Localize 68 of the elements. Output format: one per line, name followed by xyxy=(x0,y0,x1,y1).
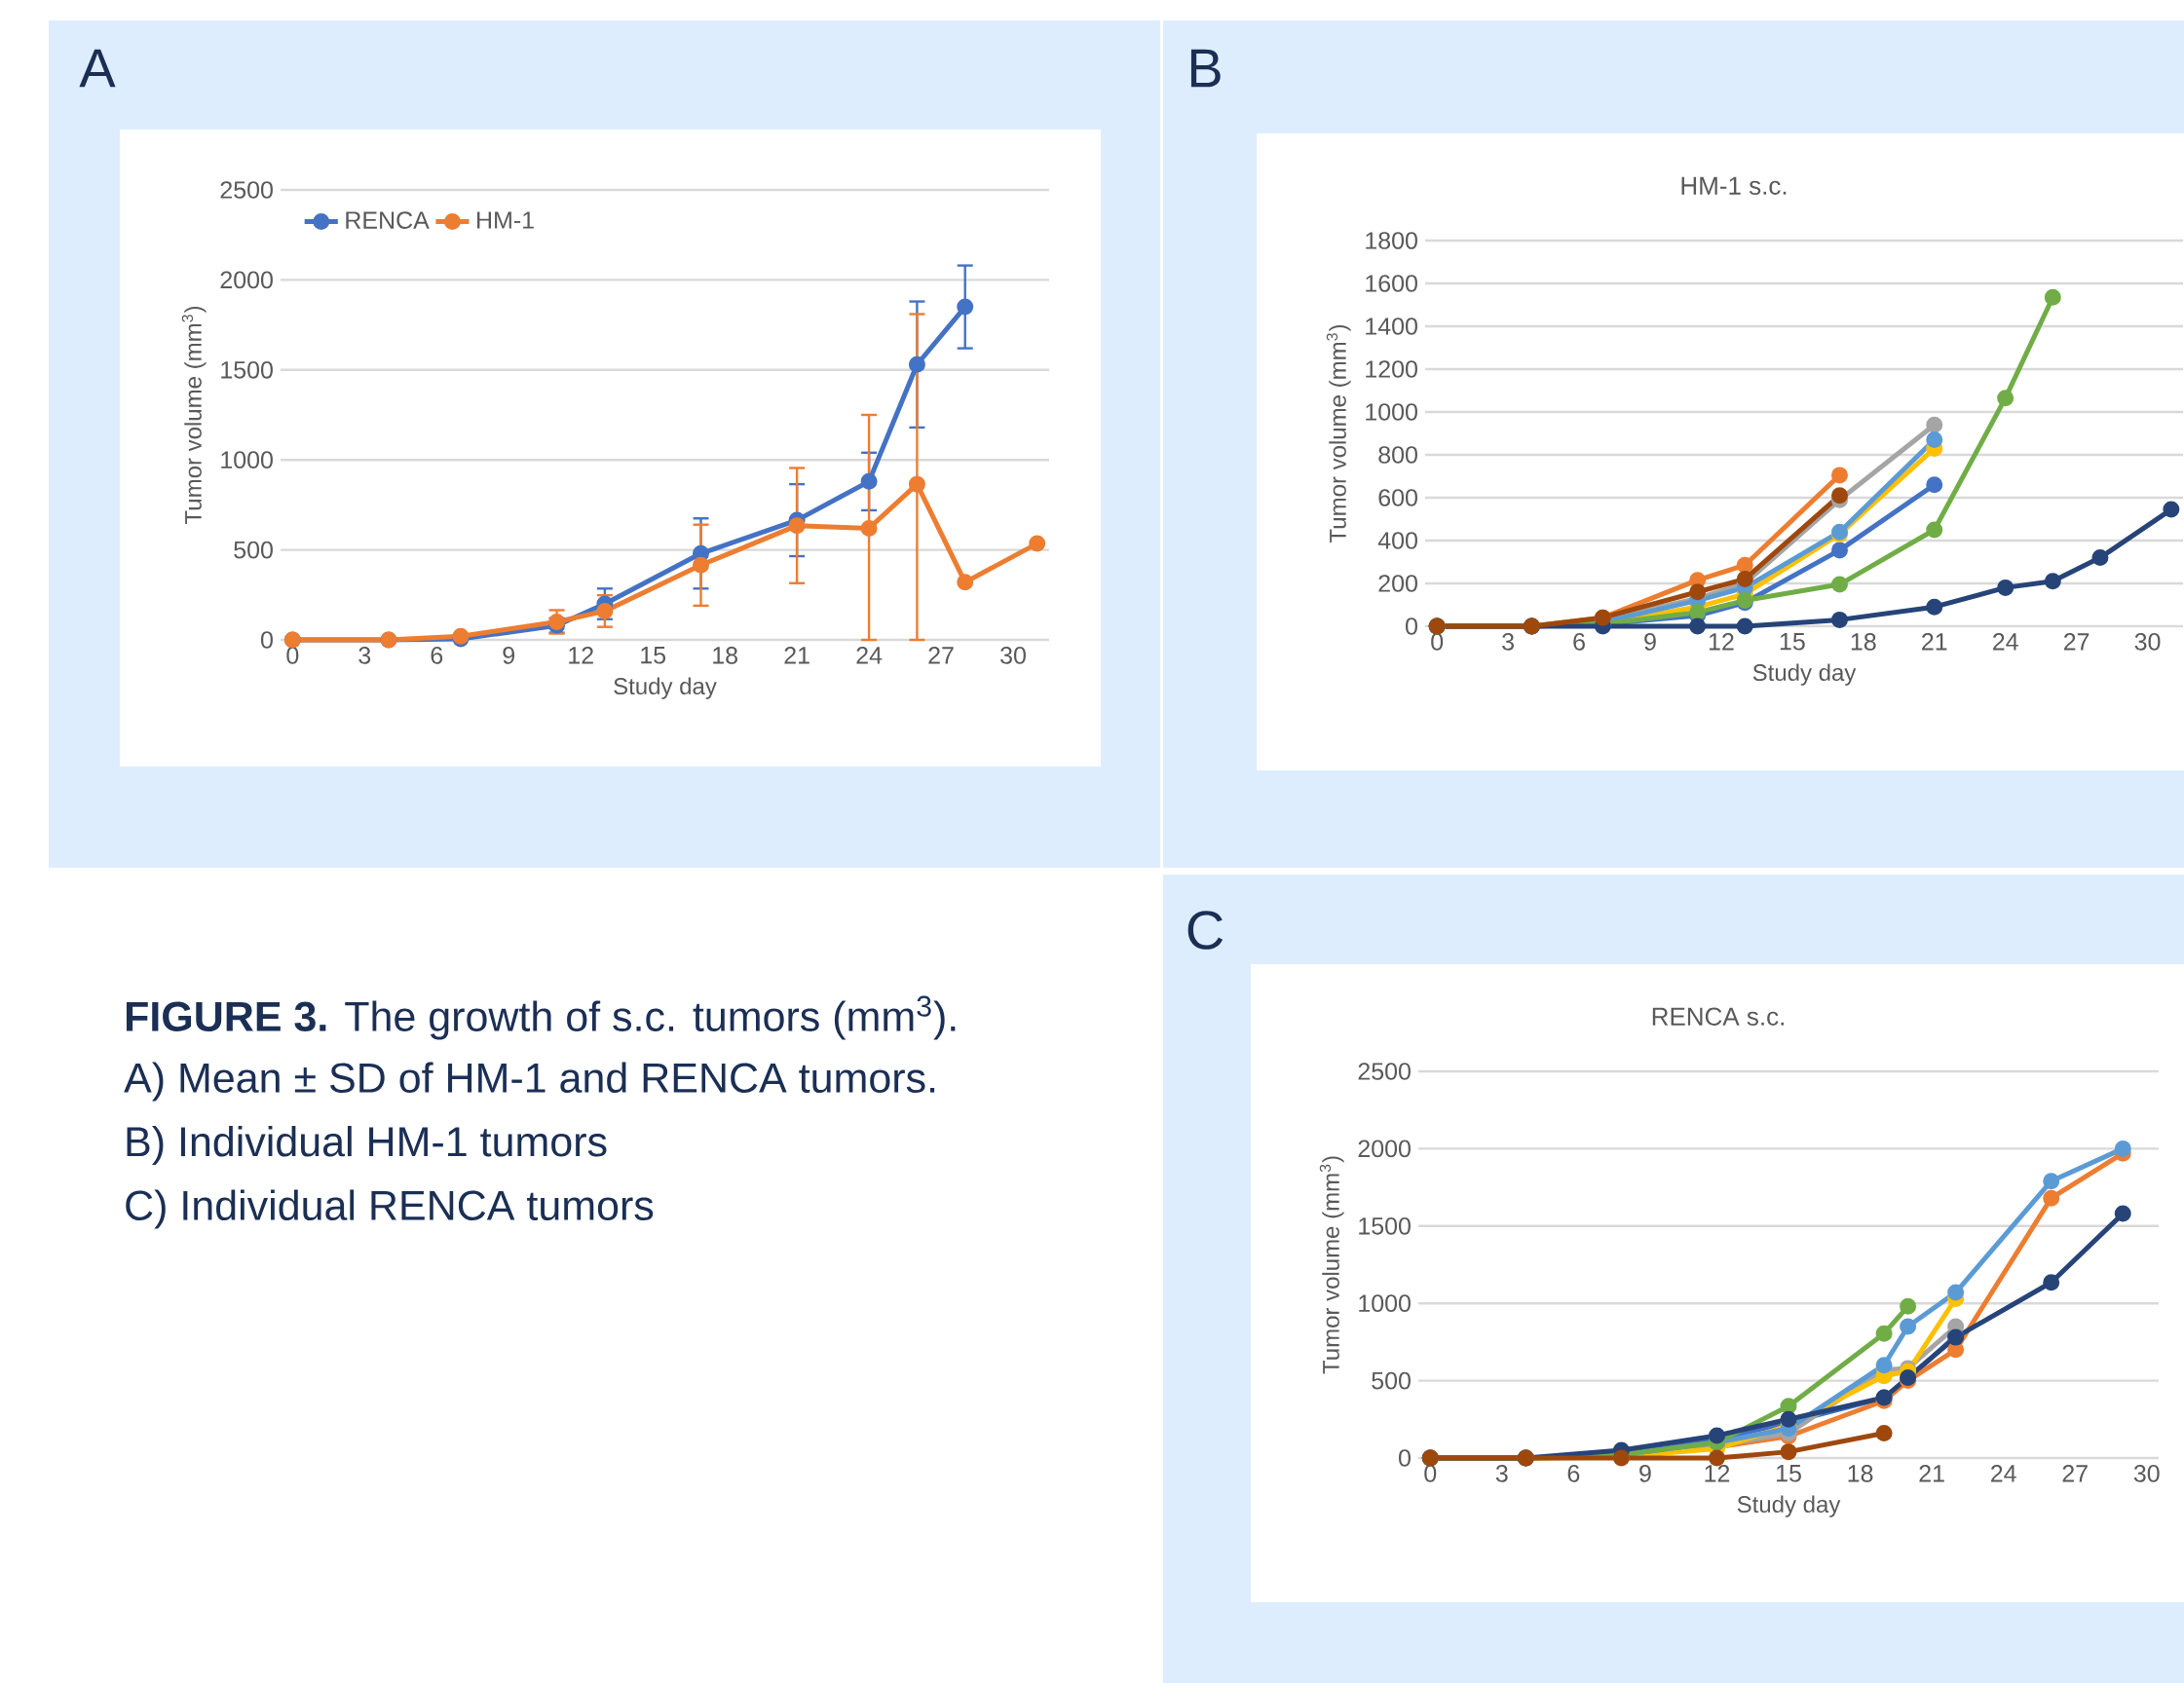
x-tick-label: 12 xyxy=(569,647,593,664)
x-tick-label: 6 xyxy=(1567,1465,1580,1482)
x-tick-label: 15 xyxy=(1780,633,1805,651)
y-axis-title: Tumor volume (mm$^{3}$) xyxy=(181,306,207,524)
y-tick-label: 800 xyxy=(1378,446,1417,464)
x-tick-label: 27 xyxy=(2062,1465,2088,1482)
text: C) Individual RENCA tumors xyxy=(126,1189,654,1229)
x-tick-label: 27 xyxy=(2063,633,2090,651)
x-tick-label: 24 xyxy=(856,647,883,664)
x-tick-label: 15 xyxy=(641,647,666,664)
y-axis-title: Tumor volume (mm$^{3}$) xyxy=(1326,324,1351,542)
x-tick-label: 24 xyxy=(1993,633,2018,651)
y-tick-label: 2500 xyxy=(220,181,273,199)
y-tick-label: 1500 xyxy=(221,360,273,379)
x-axis-title: Study day xyxy=(1737,1495,1841,1517)
y-tick-label: 2000 xyxy=(220,271,273,289)
text: A xyxy=(79,49,116,88)
text: B) Individual HM-1 tumors xyxy=(127,1125,607,1166)
x-tick-label: 3 xyxy=(1502,633,1514,651)
x-tick-label: 12 xyxy=(1705,1465,1730,1482)
y-tick-label: 200 xyxy=(1378,575,1417,592)
x-tick-label: 6 xyxy=(431,647,443,664)
y-tick-label: 1000 xyxy=(1359,1294,1411,1313)
y-tick-label: 400 xyxy=(1377,532,1417,549)
y-tick-label: 500 xyxy=(234,541,273,559)
x-tick-label: 9 xyxy=(1639,1465,1651,1482)
x-tick-label: 30 xyxy=(1000,647,1026,664)
text: A) Mean ± SD of HM-1 and RENCA tumors. xyxy=(124,1062,935,1102)
x-tick-label: 27 xyxy=(928,647,954,664)
chart-title: RENCA s.c. xyxy=(1652,1007,1784,1026)
x-tick-label: 12 xyxy=(1709,633,1734,651)
y-tick-label: 1000 xyxy=(1366,403,1417,421)
x-tick-label: 3 xyxy=(358,647,371,664)
x-tick-label: 9 xyxy=(503,647,515,664)
x-tick-label: 21 xyxy=(784,647,810,664)
text: FIGURE 3. The growth of s.c. tumors (mm$^{3}$). xyxy=(126,995,956,1040)
x-tick-label: 30 xyxy=(2134,633,2161,651)
y-axis-title: Tumor volume (mm$^{3}$) xyxy=(1319,1156,1344,1374)
x-axis-title: Study day xyxy=(614,677,717,699)
x-tick-label: 9 xyxy=(1644,633,1656,651)
text: B xyxy=(1190,49,1221,88)
chart-title: HM-1 s.c. xyxy=(1681,176,1787,195)
x-tick-label: 21 xyxy=(1919,1465,1944,1482)
x-tick-label: 3 xyxy=(1495,1465,1508,1482)
x-tick-label: 15 xyxy=(1777,1465,1801,1482)
y-tick-label: 1500 xyxy=(1359,1216,1411,1235)
x-tick-label: 18 xyxy=(713,647,737,664)
x-axis-title: Study day xyxy=(1752,663,1857,686)
text: C xyxy=(1187,911,1224,950)
y-tick-label: 600 xyxy=(1378,489,1417,506)
x-tick-label: 18 xyxy=(1848,1465,1873,1482)
y-tick-label: 1000 xyxy=(221,451,273,469)
y-tick-label: 2000 xyxy=(1358,1140,1411,1158)
y-tick-label: 1600 xyxy=(1366,275,1417,292)
y-tick-label: 0 xyxy=(1399,1449,1411,1467)
legend-label: RENCA xyxy=(346,211,430,229)
x-tick-label: 30 xyxy=(2133,1465,2160,1482)
y-tick-label: 500 xyxy=(1372,1371,1411,1390)
y-tick-label: 1800 xyxy=(1366,232,1417,249)
y-tick-label: 1200 xyxy=(1366,360,1417,378)
y-tick-label: 2500 xyxy=(1358,1063,1411,1080)
y-tick-label: 0 xyxy=(1406,617,1417,635)
legend-label: HM-1 xyxy=(477,211,534,229)
x-tick-label: 6 xyxy=(1573,633,1585,651)
x-tick-label: 18 xyxy=(1851,633,1876,651)
x-tick-label: 24 xyxy=(1991,1465,2016,1482)
x-tick-label: 21 xyxy=(1922,633,1947,651)
y-tick-label: 1400 xyxy=(1366,318,1417,335)
